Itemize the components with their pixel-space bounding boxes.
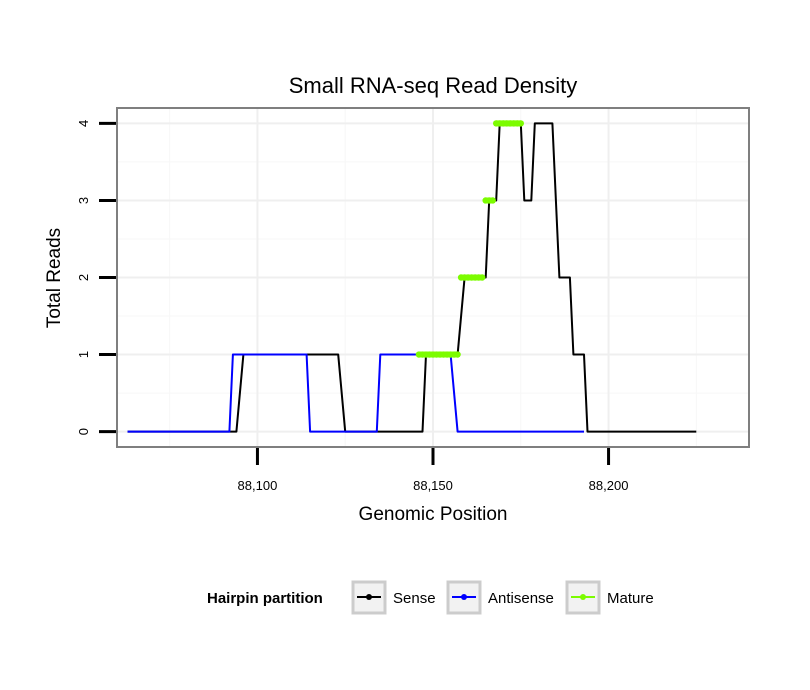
series-line-sense bbox=[127, 122, 697, 433]
x-tick-label: 88,150 bbox=[413, 478, 453, 493]
legend-key-dot bbox=[366, 594, 372, 600]
y-tick-label: 4 bbox=[76, 120, 91, 127]
plot-panel bbox=[116, 107, 750, 448]
legend-label-sense: Sense bbox=[393, 590, 436, 607]
legend: Hairpin partition Sense Antisense Mature bbox=[207, 580, 654, 615]
y-tick-label: 2 bbox=[76, 274, 91, 281]
x-axis-label: Genomic Position bbox=[359, 504, 508, 525]
axes: 0 1 2 3 4 88,100 88,150 88,200 bbox=[76, 120, 628, 493]
legend-key-dot bbox=[580, 594, 586, 600]
y-tick-label: 1 bbox=[76, 351, 91, 358]
y-tick-label: 3 bbox=[76, 197, 91, 204]
x-tick-label: 88,200 bbox=[589, 478, 629, 493]
chart-title: Small RNA-seq Read Density bbox=[289, 73, 578, 98]
series-point-mature bbox=[489, 197, 496, 204]
series-point-mature bbox=[454, 351, 461, 358]
legend-entry-sense: Sense bbox=[351, 580, 436, 615]
legend-title: Hairpin partition bbox=[207, 590, 323, 607]
legend-key-dot bbox=[461, 594, 467, 600]
series-layer bbox=[127, 120, 697, 433]
series-point-mature bbox=[478, 274, 486, 281]
legend-label-antisense: Antisense bbox=[488, 590, 554, 607]
x-tick-label: 88,100 bbox=[238, 478, 278, 493]
legend-entry-antisense: Antisense bbox=[446, 580, 554, 615]
grid bbox=[117, 108, 749, 447]
series-point-mature bbox=[517, 120, 524, 127]
y-tick-label: 0 bbox=[76, 428, 91, 435]
legend-entry-mature: Mature bbox=[565, 580, 654, 615]
series-line-antisense bbox=[127, 353, 584, 433]
y-axis-label: Total Reads bbox=[44, 228, 65, 328]
legend-label-mature: Mature bbox=[607, 590, 654, 607]
